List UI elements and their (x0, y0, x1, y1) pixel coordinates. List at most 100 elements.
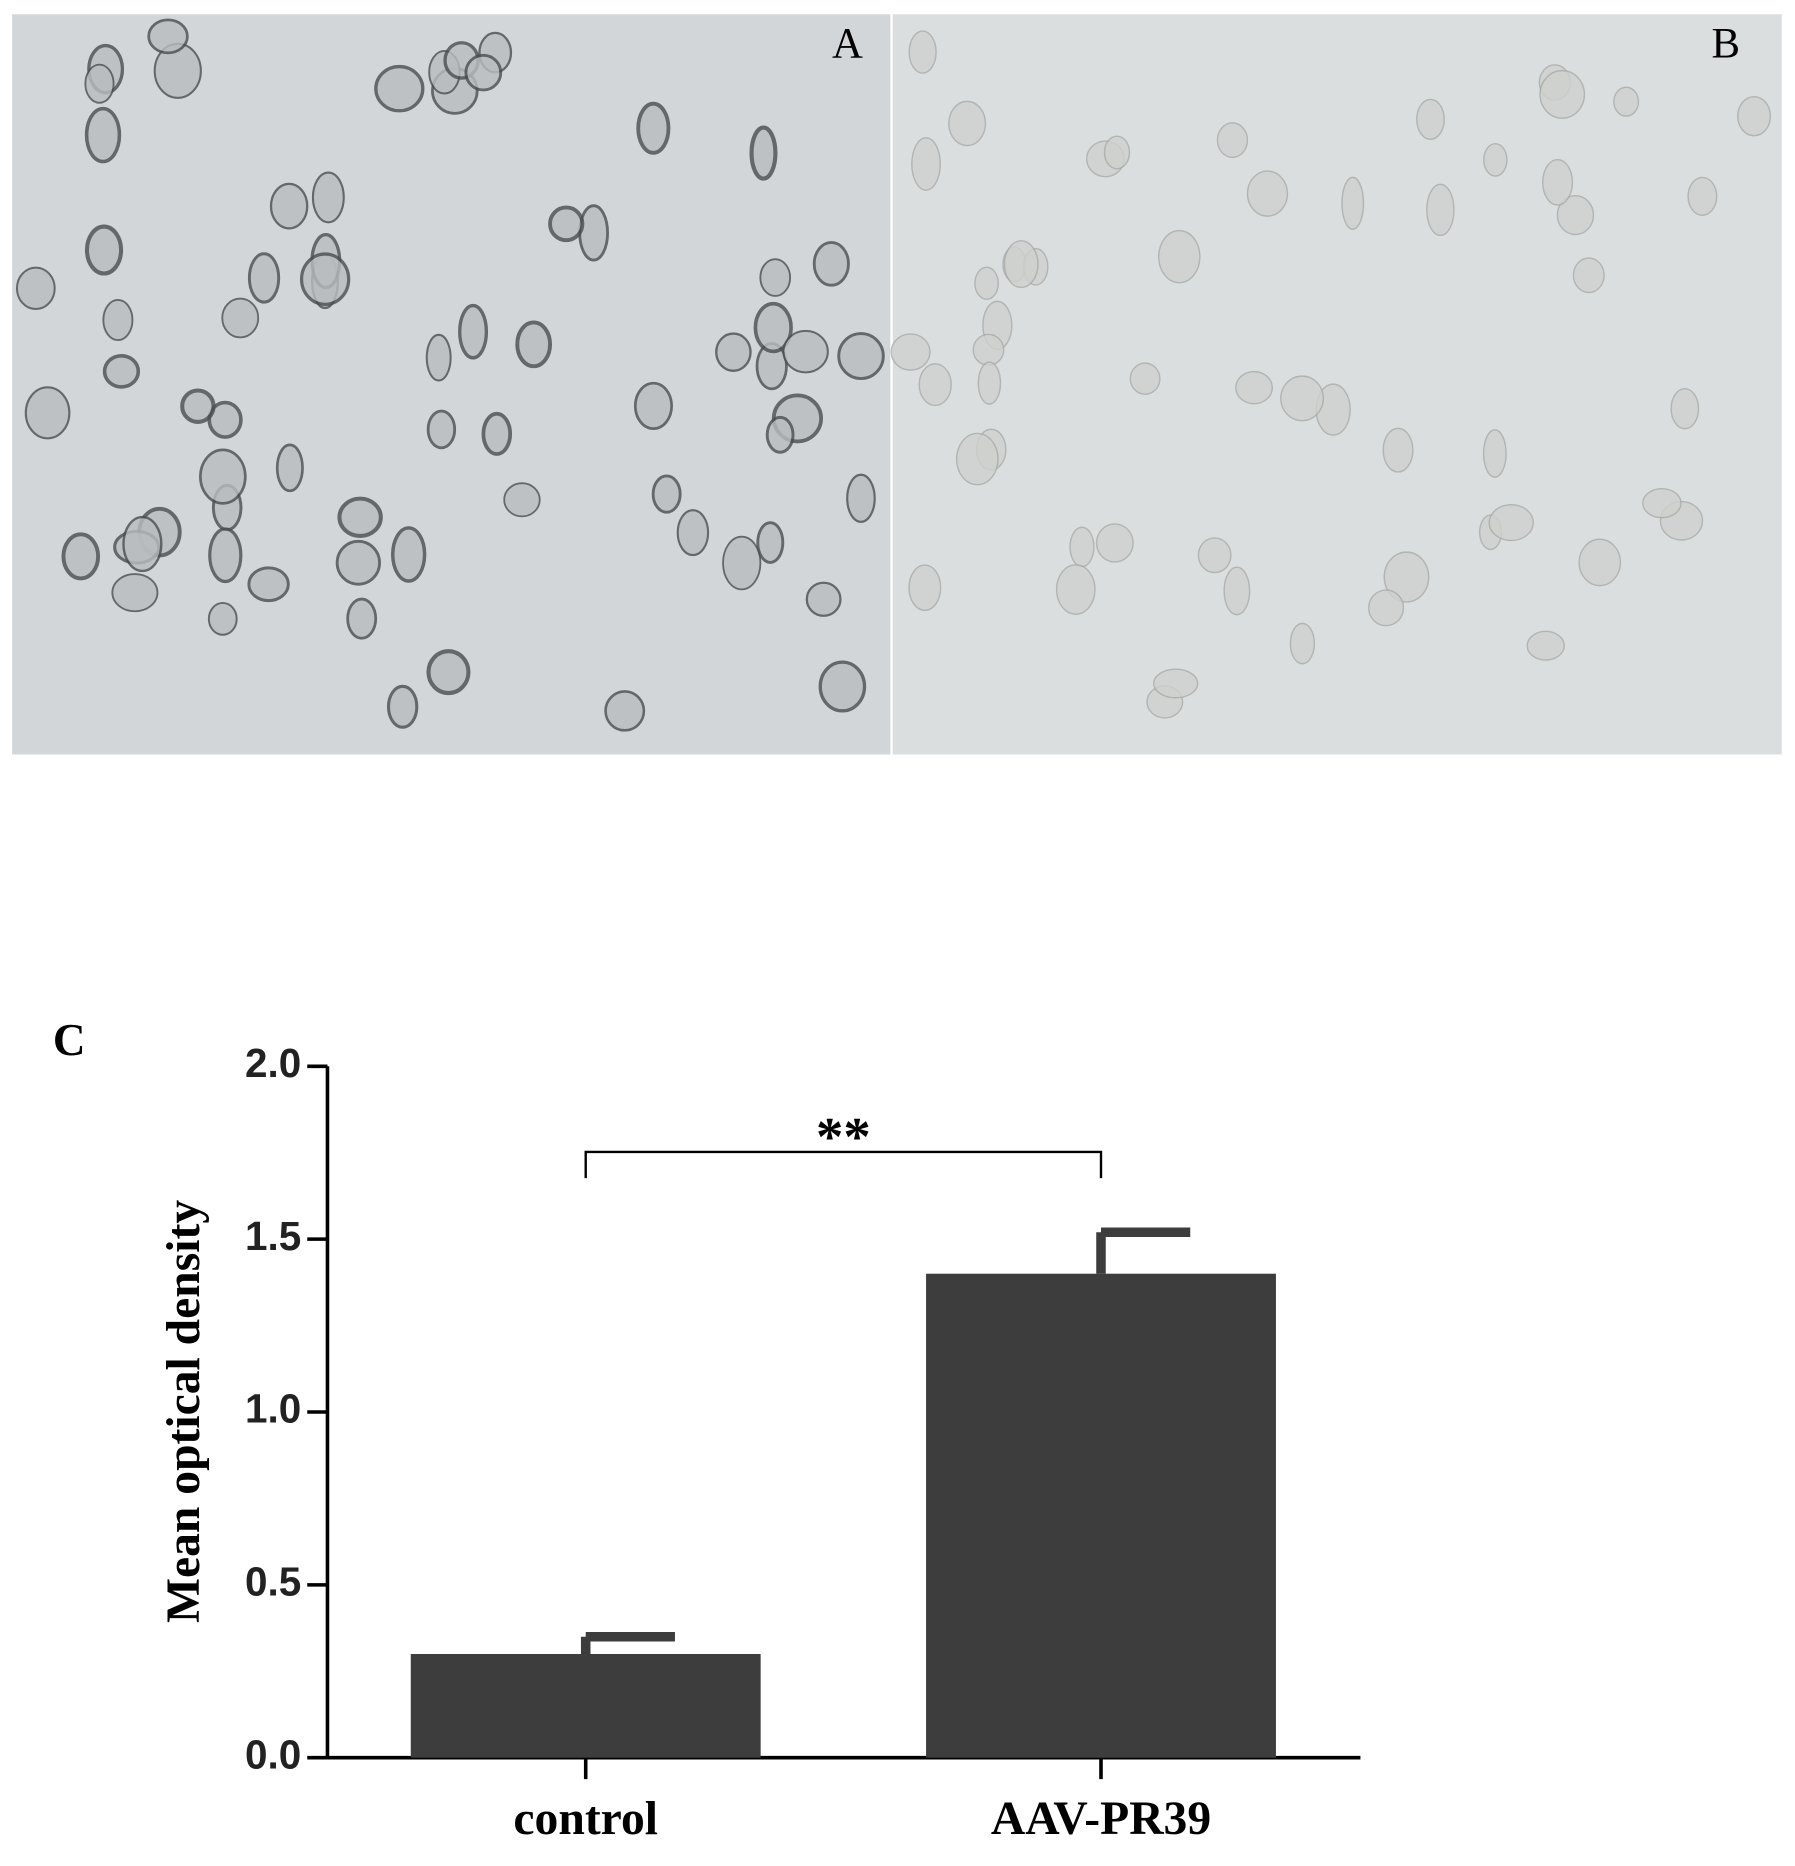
cell (247, 566, 290, 603)
y-tick-label: 0.5 (245, 1559, 301, 1605)
cell (426, 409, 457, 450)
y-axis-label: Mean optical density (158, 1200, 210, 1623)
cell (199, 448, 247, 505)
cell (1383, 551, 1430, 603)
cell (1341, 176, 1365, 230)
cell (147, 18, 189, 55)
cell (1426, 183, 1455, 237)
cell (1416, 98, 1445, 140)
cell (908, 30, 937, 74)
cell (24, 386, 71, 440)
cell (1482, 429, 1507, 478)
cells (15, 18, 1772, 732)
cell (805, 581, 842, 617)
cell (275, 443, 304, 493)
panel-label: B (1711, 20, 1740, 67)
cell (335, 539, 381, 586)
cell (948, 100, 987, 147)
cell (515, 320, 553, 369)
cell (846, 473, 876, 523)
cell (102, 298, 134, 342)
cell (391, 526, 427, 583)
cell (715, 332, 752, 372)
cell (84, 224, 124, 276)
y-tick-label: 2.0 (245, 1040, 301, 1086)
significance-bracket (584, 1150, 1103, 1179)
cell (1129, 362, 1161, 395)
cell (1197, 537, 1232, 574)
cell (1152, 668, 1199, 699)
cell (426, 649, 471, 696)
cell (84, 106, 122, 164)
cell (481, 411, 513, 456)
cell (977, 361, 1002, 405)
cell (1223, 566, 1251, 616)
y-tick-label: 1.5 (245, 1213, 301, 1259)
micrograph-a (12, 14, 891, 755)
cell (1526, 630, 1565, 661)
cell (1055, 564, 1096, 615)
cell (890, 333, 931, 371)
cell (1642, 488, 1682, 519)
cell (908, 564, 942, 612)
cell (1095, 523, 1134, 563)
cell (207, 601, 238, 636)
cell (122, 515, 163, 573)
cell (208, 527, 243, 584)
cell (221, 297, 260, 339)
cell (269, 182, 309, 230)
cell (636, 101, 671, 155)
cell (972, 333, 1005, 366)
cell (207, 400, 243, 439)
panel-label: A (832, 20, 863, 67)
cell (918, 363, 952, 407)
cell (1687, 176, 1718, 216)
cell (1103, 135, 1131, 170)
cell (812, 241, 850, 287)
cell (346, 597, 378, 640)
cell (1483, 142, 1508, 177)
cell (753, 301, 793, 354)
cell (604, 690, 646, 732)
cell (1488, 503, 1534, 542)
cell (1670, 387, 1700, 430)
cell (337, 496, 383, 538)
cell (386, 684, 419, 729)
cell (1367, 589, 1405, 627)
cell (1737, 95, 1772, 137)
cell (1289, 622, 1316, 665)
cell (61, 532, 101, 581)
x-tick-label: AAV-PR39 (991, 1793, 1211, 1845)
cell (1542, 158, 1574, 206)
cell (84, 63, 115, 104)
cell (765, 415, 795, 454)
cell (15, 266, 56, 311)
cell (1539, 69, 1586, 119)
cell (651, 474, 682, 514)
cell (759, 258, 792, 297)
cell (837, 332, 885, 380)
cell (111, 573, 159, 613)
cell (548, 205, 585, 243)
cell (464, 53, 503, 92)
cell (425, 333, 452, 382)
panel-label: C (53, 1015, 86, 1065)
cell (180, 388, 216, 424)
cell (1158, 229, 1201, 284)
y-tick-label: 1.0 (245, 1386, 301, 1432)
cell (1613, 86, 1640, 117)
cell (911, 137, 941, 191)
cell (458, 303, 489, 360)
cell (247, 252, 281, 304)
cell (1578, 538, 1622, 587)
cell (756, 521, 785, 564)
cell (818, 660, 867, 713)
cell (102, 353, 141, 389)
cell (1069, 526, 1095, 568)
bar (410, 1653, 761, 1758)
cell (676, 509, 710, 557)
cell (311, 171, 345, 224)
cell (1280, 375, 1325, 422)
cell (299, 252, 351, 307)
